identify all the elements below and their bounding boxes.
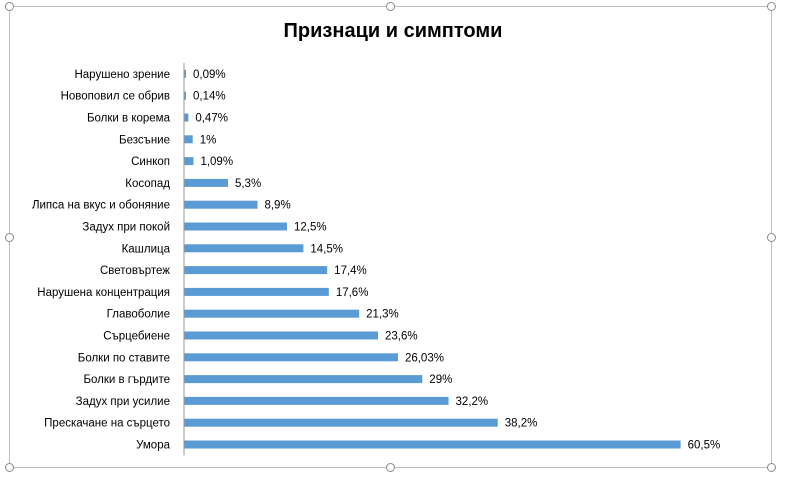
data-label: 17,4% — [334, 265, 367, 277]
category-label: Безсъние — [119, 134, 170, 146]
category-label: Болки в корема — [87, 113, 171, 125]
bar[interactable] — [184, 200, 258, 209]
bar[interactable] — [184, 91, 187, 100]
bar[interactable] — [184, 178, 228, 187]
category-label: Прескачане на сърцето — [44, 418, 170, 430]
category-label: Нарушено зрение — [74, 69, 170, 81]
data-label: 23,6% — [385, 331, 418, 343]
category-label: Нарушена концентрация — [37, 287, 170, 299]
data-label: 8,9% — [264, 200, 290, 212]
data-label: 0,14% — [193, 91, 226, 103]
data-label: 5,3% — [235, 178, 261, 190]
resize-handle-bottom-center[interactable] — [386, 463, 395, 472]
data-label: 21,3% — [366, 309, 399, 321]
category-label: Задух при покой — [82, 222, 170, 234]
resize-handle-top-right[interactable] — [767, 2, 776, 11]
data-label: 17,6% — [336, 287, 369, 299]
category-label: Болки по ставите — [78, 352, 170, 364]
bar[interactable] — [184, 309, 360, 318]
bar[interactable] — [184, 135, 193, 144]
category-label: Умора — [136, 440, 170, 452]
resize-handle-top-left[interactable] — [5, 2, 14, 11]
resize-handle-bottom-left[interactable] — [5, 463, 14, 472]
data-label: 32,2% — [456, 396, 489, 408]
bar[interactable] — [184, 266, 328, 275]
category-label: Синкоп — [131, 156, 170, 168]
bar[interactable] — [184, 244, 304, 253]
data-label: 26,03% — [405, 352, 444, 364]
resize-handle-middle-left[interactable] — [5, 233, 14, 242]
resize-handle-middle-right[interactable] — [767, 233, 776, 242]
data-label: 14,5% — [310, 243, 343, 255]
resize-handle-top-center[interactable] — [386, 2, 395, 11]
data-label: 1,09% — [200, 156, 233, 168]
chart-title[interactable]: Признаци и симптоми — [283, 20, 503, 42]
data-label: 60,5% — [688, 440, 721, 452]
bar[interactable] — [184, 375, 423, 384]
category-label: Кашлица — [122, 243, 171, 255]
category-label: Главоболие — [107, 309, 170, 321]
bar[interactable] — [184, 418, 498, 427]
bar[interactable] — [184, 113, 189, 122]
bar[interactable] — [184, 331, 379, 340]
category-label: Задух при усилие — [76, 396, 170, 408]
bar[interactable] — [184, 287, 329, 296]
bar[interactable] — [184, 69, 187, 78]
bar[interactable] — [184, 396, 449, 405]
category-label: Световъртеж — [100, 265, 170, 277]
bar[interactable] — [184, 440, 681, 449]
bar[interactable] — [184, 222, 288, 231]
data-label: 1% — [200, 134, 217, 146]
data-label: 12,5% — [294, 222, 327, 234]
category-label: Болки в гърдите — [83, 374, 170, 386]
resize-handle-bottom-right[interactable] — [767, 463, 776, 472]
category-label: Косопад — [125, 178, 170, 190]
data-label: 0,09% — [193, 69, 226, 81]
data-label: 29% — [429, 374, 452, 386]
chart-frame[interactable] — [9, 6, 772, 468]
category-label: Сърцебиене — [103, 331, 170, 343]
category-label: Новоповил се обрив — [61, 91, 170, 103]
data-label: 38,2% — [505, 418, 538, 430]
bar[interactable] — [184, 157, 194, 166]
category-label: Липса на вкус и обоняние — [32, 200, 170, 212]
data-label: 0,47% — [195, 113, 228, 125]
bar[interactable] — [184, 353, 398, 362]
